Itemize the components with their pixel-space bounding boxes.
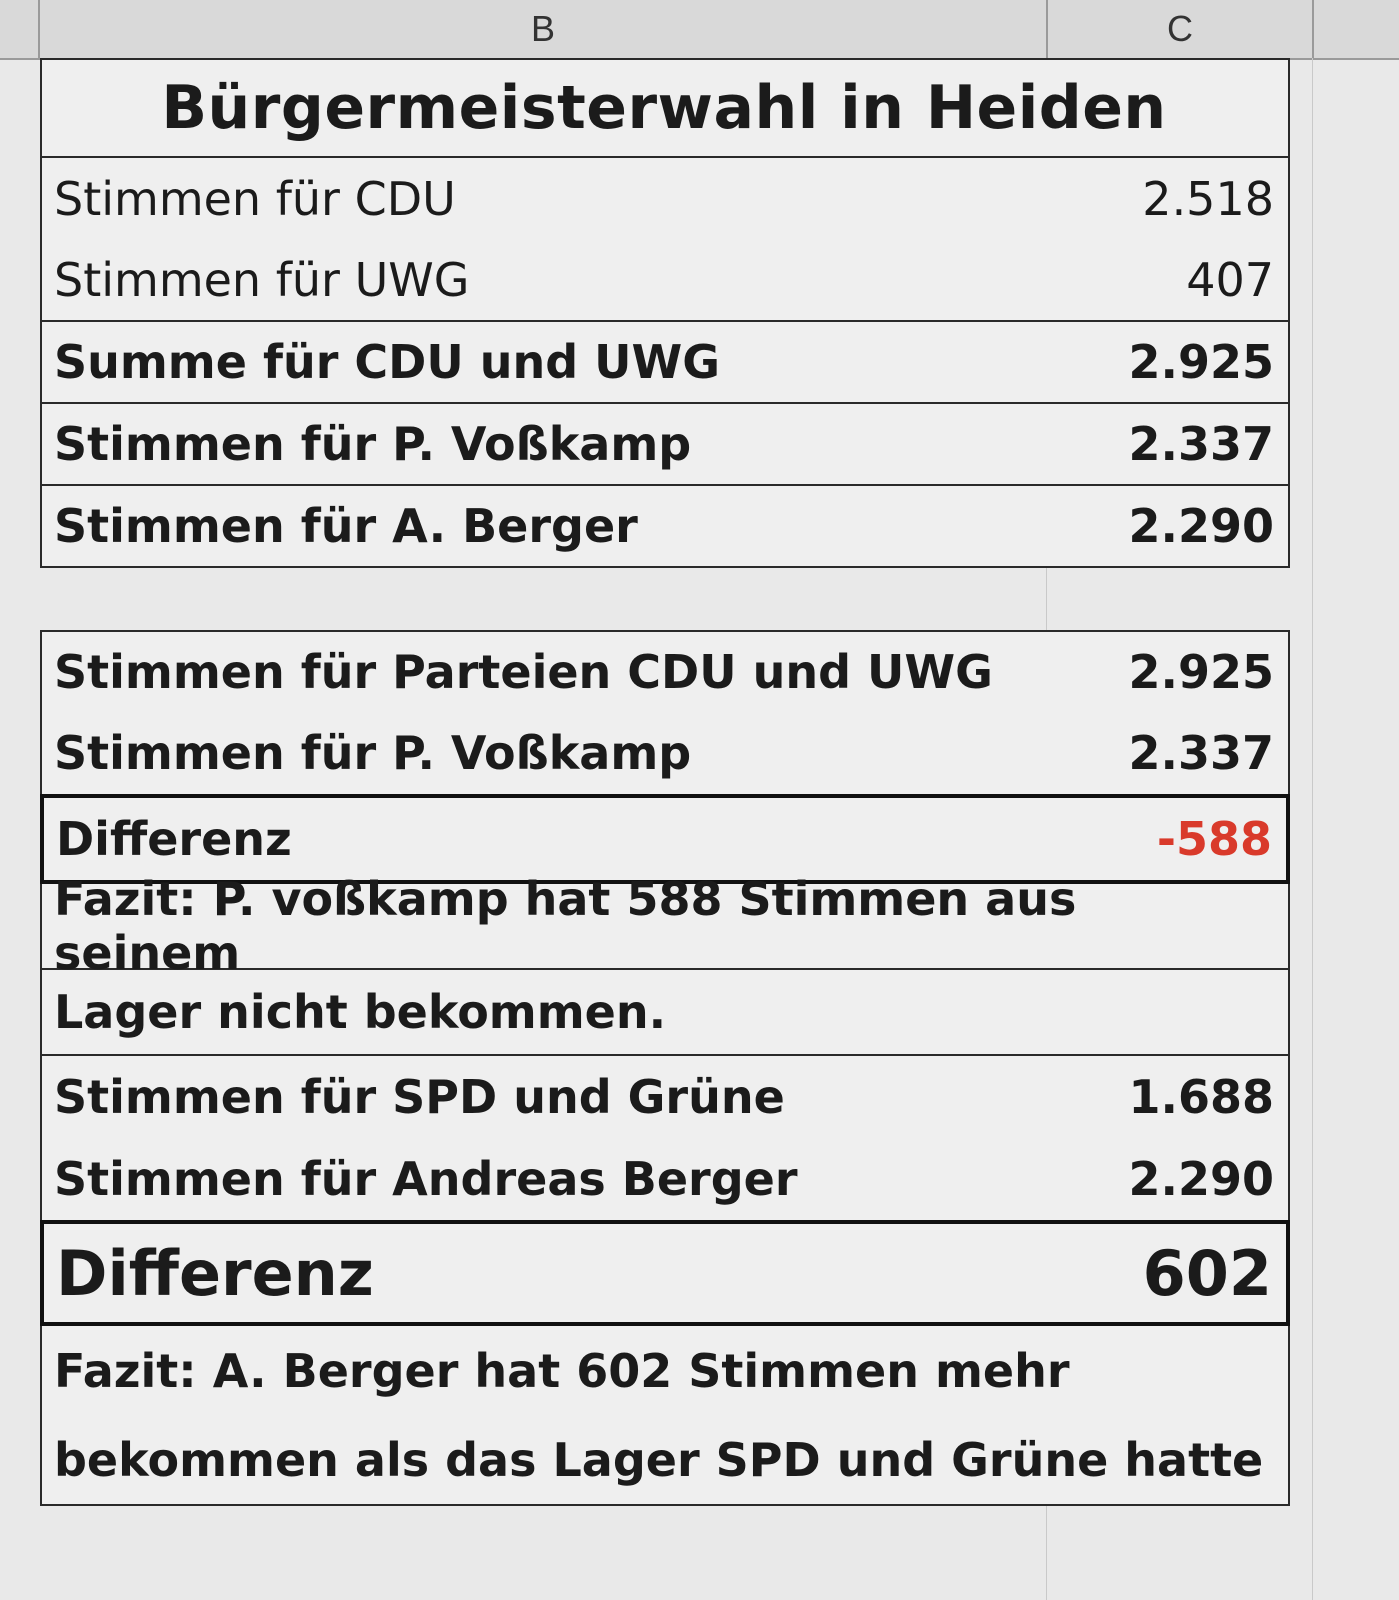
select-all-corner[interactable] bbox=[0, 0, 40, 58]
row-label: Summe für CDU und UWG bbox=[54, 335, 721, 389]
table-row[interactable]: Stimmen für UWG 407 bbox=[40, 240, 1290, 322]
conclusion-text: bekommen als das Lager SPD und Grüne hat… bbox=[54, 1433, 1264, 1487]
sheet-title: Bürgermeisterwahl in Heiden bbox=[161, 73, 1167, 143]
spreadsheet-area: Bürgermeisterwahl in Heiden Stimmen für … bbox=[40, 58, 1290, 1506]
row-label: Stimmen für P. Voßkamp bbox=[54, 726, 692, 780]
gridline bbox=[1312, 58, 1313, 1600]
row-value: 407 bbox=[1186, 253, 1274, 307]
conclusion-row[interactable]: bekommen als das Lager SPD und Grüne hat… bbox=[40, 1416, 1290, 1506]
row-value: 2.337 bbox=[1128, 726, 1274, 780]
row-label: Stimmen für CDU bbox=[54, 172, 456, 226]
column-header-c[interactable]: C bbox=[1048, 0, 1314, 58]
table-row[interactable]: Stimmen für P. Voßkamp 2.337 bbox=[40, 404, 1290, 486]
row-label: Stimmen für UWG bbox=[54, 253, 470, 307]
row-value: 2.925 bbox=[1128, 335, 1274, 389]
row-value: 2.518 bbox=[1142, 172, 1274, 226]
conclusion-text: Fazit: A. Berger hat 602 Stimmen mehr bbox=[54, 1344, 1070, 1398]
column-header-b[interactable]: B bbox=[40, 0, 1048, 58]
difference-row[interactable]: Differenz 602 bbox=[40, 1220, 1290, 1326]
difference-value: -588 bbox=[1156, 812, 1272, 866]
title-cell[interactable]: Bürgermeisterwahl in Heiden bbox=[40, 58, 1290, 158]
conclusion-text: Lager nicht bekommen. bbox=[54, 985, 667, 1039]
row-value: 2.337 bbox=[1128, 417, 1274, 471]
table-row[interactable]: Stimmen für SPD und Grüne 1.688 bbox=[40, 1056, 1290, 1138]
row-label: Stimmen für SPD und Grüne bbox=[54, 1070, 785, 1124]
empty-row[interactable] bbox=[40, 568, 1290, 630]
table-row[interactable]: Stimmen für CDU 2.518 bbox=[40, 158, 1290, 240]
column-header-bar: B C bbox=[0, 0, 1399, 60]
row-value: 2.290 bbox=[1128, 499, 1274, 553]
table-row[interactable]: Stimmen für Andreas Berger 2.290 bbox=[40, 1138, 1290, 1220]
row-value: 2.925 bbox=[1128, 645, 1274, 699]
conclusion-text: Fazit: P. voßkamp hat 588 Stimmen aus se… bbox=[54, 872, 1077, 980]
difference-value: 602 bbox=[1142, 1236, 1272, 1310]
conclusion-row[interactable]: Fazit: A. Berger hat 602 Stimmen mehr bbox=[40, 1326, 1290, 1416]
conclusion-row[interactable]: Lager nicht bekommen. bbox=[40, 970, 1290, 1056]
row-label: Stimmen für A. Berger bbox=[54, 499, 638, 553]
difference-row[interactable]: Differenz -588 bbox=[40, 794, 1290, 884]
table-row-sum[interactable]: Summe für CDU und UWG 2.925 bbox=[40, 322, 1290, 404]
row-value: 1.688 bbox=[1128, 1070, 1274, 1124]
table-row[interactable]: Stimmen für Parteien CDU und UWG 2.925 bbox=[40, 630, 1290, 712]
difference-label: Differenz bbox=[56, 1236, 374, 1310]
row-label: Stimmen für Parteien CDU und UWG bbox=[54, 645, 993, 699]
row-label: Stimmen für Andreas Berger bbox=[54, 1152, 798, 1206]
table-row[interactable]: Stimmen für P. Voßkamp 2.337 bbox=[40, 712, 1290, 794]
table-row[interactable]: Stimmen für A. Berger 2.290 bbox=[40, 486, 1290, 568]
conclusion-row[interactable]: Fazit: P. voßkamp hat 588 Stimmen aus se… bbox=[40, 872, 1290, 980]
row-value: 2.290 bbox=[1128, 1152, 1274, 1206]
row-label: Stimmen für P. Voßkamp bbox=[54, 417, 692, 471]
difference-label: Differenz bbox=[56, 812, 292, 866]
